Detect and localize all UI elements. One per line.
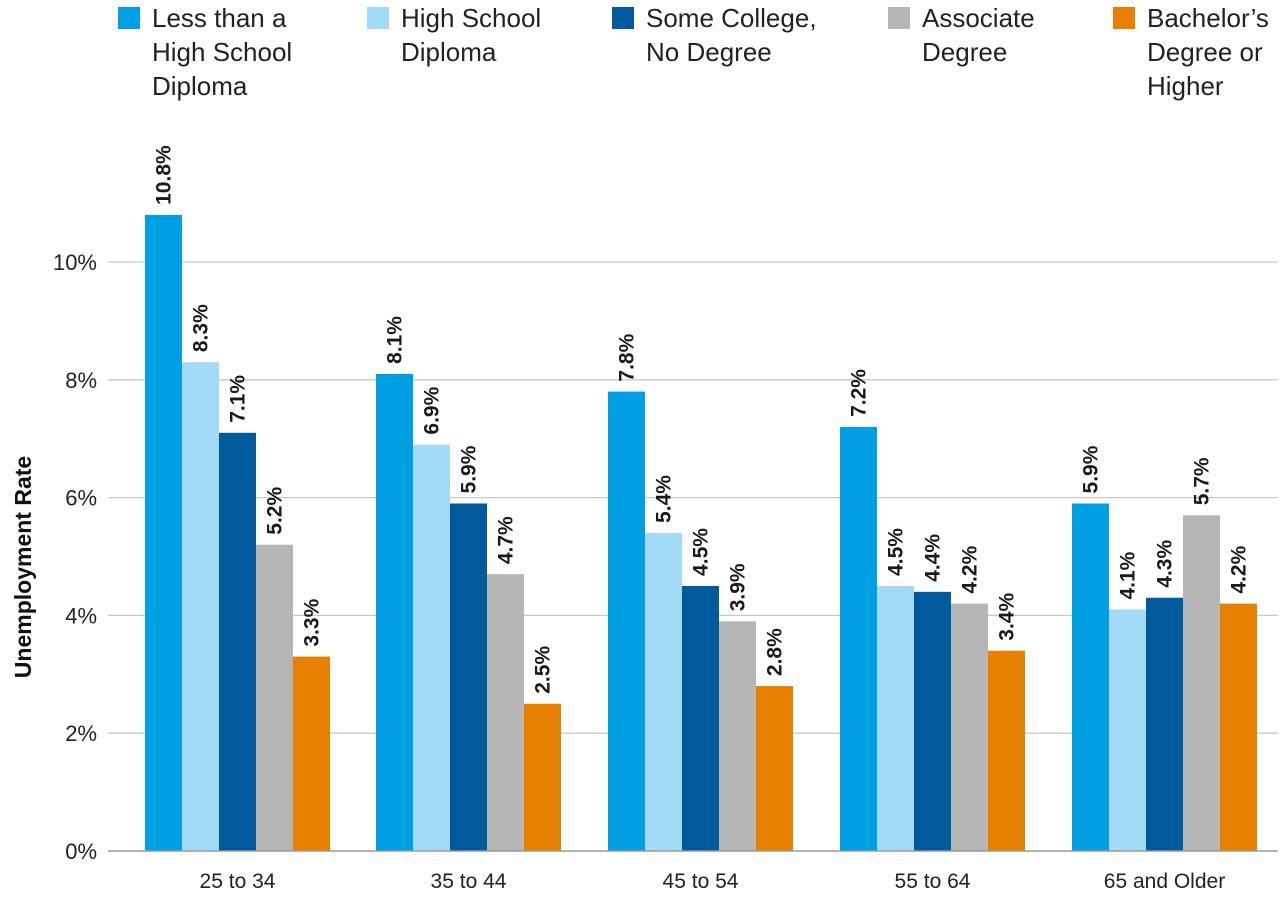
bar	[293, 656, 330, 851]
data-label: 10.8%	[153, 145, 176, 205]
axes: 0% 2% 4% 6% 8% 10% 25 to 34 35 to 44 45 to 54 55 …	[53, 250, 1278, 893]
legend-item: Less than a High School Diploma	[118, 3, 292, 101]
data-label: 5.4%	[653, 475, 676, 523]
legend-item: Bachelor’s Degree or Higher	[1113, 3, 1269, 101]
data-label: 5.7%	[1191, 457, 1214, 505]
legend-label: Associate	[922, 3, 1035, 33]
bar	[756, 686, 793, 851]
bar	[951, 603, 988, 851]
legend-label: High School	[401, 3, 541, 33]
bar	[413, 444, 450, 851]
legend-label: Degree or	[1147, 37, 1263, 67]
bar	[1183, 515, 1220, 851]
data-label: 7.1%	[227, 375, 250, 423]
x-tick-label: 55 to 64	[895, 870, 971, 893]
data-label: 7.8%	[616, 333, 639, 381]
data-label: 4.2%	[1228, 545, 1251, 593]
data-label: 5.9%	[1080, 445, 1103, 493]
bar	[219, 432, 256, 851]
legend-swatch	[612, 7, 634, 29]
data-label: 3.9%	[727, 563, 750, 611]
y-tick-label: 10%	[53, 250, 97, 275]
bar	[1109, 609, 1146, 851]
legend-item: Some College, No Degree	[612, 3, 817, 67]
data-label: 3.4%	[996, 593, 1019, 641]
data-label: 8.3%	[190, 304, 213, 352]
bar	[877, 585, 914, 851]
bar	[376, 373, 413, 851]
data-label: 4.5%	[885, 528, 908, 576]
bar	[1072, 503, 1109, 851]
data-labels: 10.8% 8.3% 7.1% 5.2% 3.3% 8.1% 6.9% 5.9% 4.7% 2.5…	[153, 145, 1251, 694]
y-axis-label: Unemployment Rate	[10, 456, 36, 678]
bars	[145, 214, 1257, 851]
legend-label: Less than a	[152, 3, 287, 33]
legend-item: Associate Degree	[888, 3, 1035, 67]
data-label: 2.8%	[764, 628, 787, 676]
y-tick-label: 4%	[65, 603, 97, 628]
legend-label: No Degree	[646, 37, 772, 67]
data-label: 4.1%	[1117, 551, 1140, 599]
x-tick-label: 45 to 54	[663, 870, 739, 893]
x-tick-label: 65 and Older	[1104, 870, 1225, 893]
data-label: 4.2%	[959, 545, 982, 593]
data-label: 8.1%	[384, 316, 407, 364]
data-label: 3.3%	[301, 598, 324, 646]
bar	[1146, 597, 1183, 851]
legend-label: Degree	[922, 37, 1007, 67]
data-label: 4.7%	[495, 516, 518, 564]
legend-swatch	[367, 7, 389, 29]
bar	[1220, 603, 1257, 851]
data-label: 4.4%	[922, 534, 945, 582]
data-label: 4.5%	[690, 528, 713, 576]
legend-label: Bachelor’s	[1147, 3, 1269, 33]
data-label: 5.9%	[458, 445, 481, 493]
bar	[524, 703, 561, 851]
bar	[645, 532, 682, 851]
y-tick-label: 2%	[65, 721, 97, 746]
legend-label: Diploma	[401, 37, 497, 67]
x-tick-label: 25 to 34	[200, 870, 276, 893]
legend-label: Some College,	[646, 3, 817, 33]
bar	[608, 391, 645, 851]
bar	[145, 214, 182, 851]
bar	[450, 503, 487, 851]
legend-swatch	[1113, 7, 1135, 29]
legend-label: Higher	[1147, 71, 1224, 101]
data-label: 6.9%	[421, 386, 444, 434]
data-label: 5.2%	[264, 487, 287, 535]
legend-label: High School	[152, 37, 292, 67]
bar	[487, 574, 524, 851]
data-label: 4.3%	[1154, 540, 1177, 588]
bar	[256, 544, 293, 851]
bar	[840, 426, 877, 851]
y-tick-label: 8%	[65, 368, 97, 393]
legend-swatch	[888, 7, 910, 29]
bar	[988, 650, 1025, 851]
data-label: 7.2%	[848, 369, 871, 417]
x-tick-label: 35 to 44	[431, 870, 507, 893]
bar	[682, 585, 719, 851]
y-tick-label: 0%	[65, 839, 97, 864]
bar	[182, 362, 219, 851]
bar	[719, 621, 756, 851]
legend-swatch	[118, 7, 140, 29]
bar	[914, 591, 951, 851]
legend-label: Diploma	[152, 71, 248, 101]
y-tick-label: 6%	[65, 486, 97, 511]
legend-item: High School Diploma	[367, 3, 541, 67]
data-label: 2.5%	[532, 646, 555, 694]
